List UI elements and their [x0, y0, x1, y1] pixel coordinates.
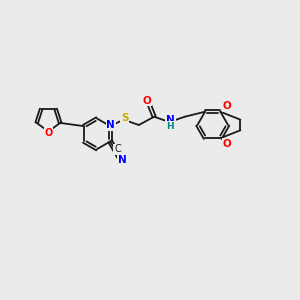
Text: S: S — [121, 113, 128, 123]
Text: O: O — [142, 95, 151, 106]
Text: O: O — [223, 139, 231, 148]
Text: N: N — [118, 155, 126, 165]
Text: N: N — [166, 115, 175, 125]
Text: O: O — [223, 101, 231, 111]
Text: H: H — [167, 122, 174, 130]
Text: N: N — [106, 120, 115, 130]
Text: O: O — [44, 128, 52, 138]
Text: C: C — [114, 144, 121, 154]
